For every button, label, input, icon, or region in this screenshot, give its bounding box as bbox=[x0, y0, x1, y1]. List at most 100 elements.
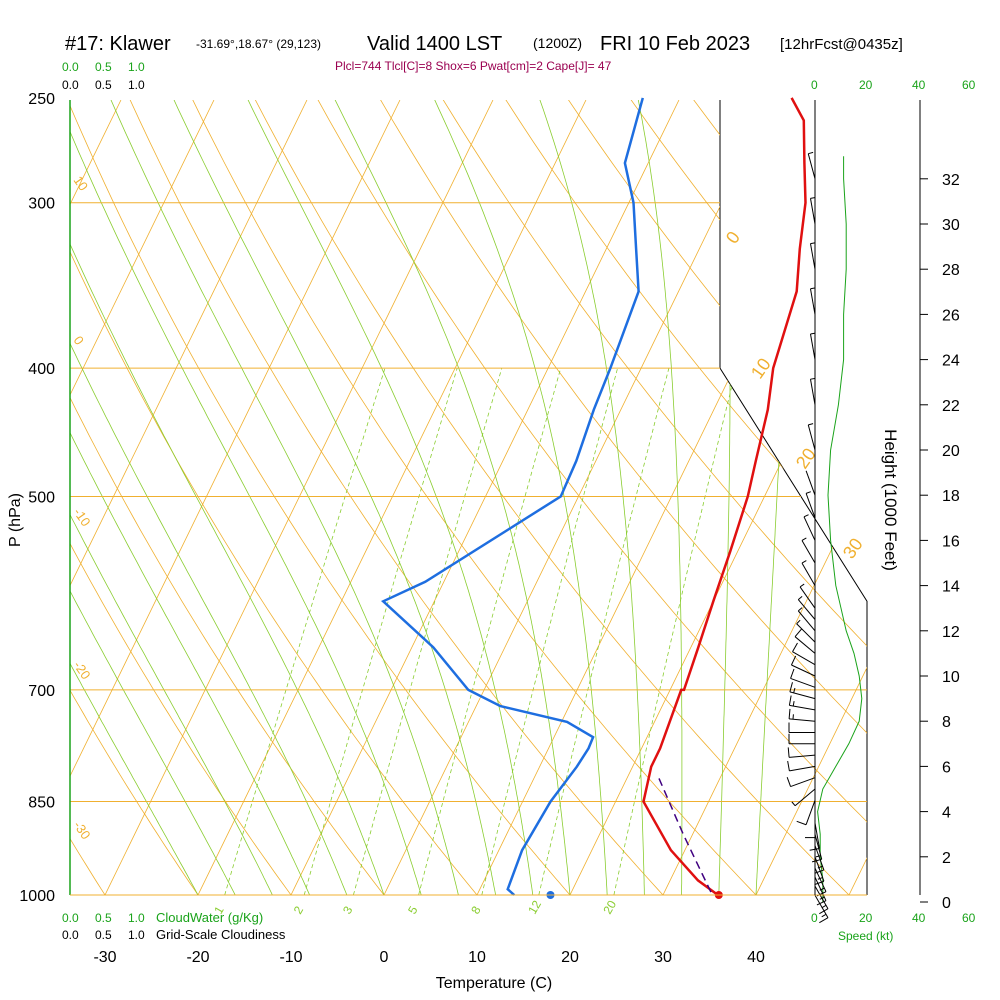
cloudiness-scale-bottom-0: 0.0 bbox=[62, 928, 79, 942]
wind-barb-flag bbox=[786, 777, 792, 787]
wind-barb-staff bbox=[807, 153, 816, 179]
isotherm-line bbox=[70, 100, 401, 895]
wind-barb bbox=[788, 722, 815, 733]
x-tick-label: 40 bbox=[747, 949, 765, 966]
cloudiness-scale-top-1: 0.5 bbox=[95, 78, 112, 92]
wind-barb bbox=[791, 788, 816, 807]
moist-adiabat-line bbox=[70, 100, 310, 895]
wind-barb-flag bbox=[794, 628, 802, 638]
wind-barb bbox=[787, 760, 816, 772]
wind-barb bbox=[797, 595, 816, 620]
wind-barb-flag bbox=[792, 701, 795, 707]
height-tick-label: 10 bbox=[942, 669, 960, 686]
y-tick-label: 400 bbox=[28, 361, 55, 378]
cloudiness-scale-bottom-2: 1.0 bbox=[128, 928, 145, 942]
wind-barb bbox=[788, 695, 816, 711]
dry-adiabat-line bbox=[70, 100, 407, 895]
wind-barb-staff bbox=[805, 470, 816, 496]
wind-barb-flag bbox=[803, 514, 809, 518]
wind-barb-staff bbox=[814, 885, 829, 909]
mixing-ratio-label: 3 bbox=[340, 903, 356, 916]
cloudwater-scale-top-0: 0.0 bbox=[62, 60, 79, 74]
wind-barb bbox=[814, 845, 825, 874]
wind-barb-staff bbox=[790, 777, 816, 788]
wind-barb-flag bbox=[819, 887, 825, 891]
moist-adiabat-line bbox=[70, 100, 199, 895]
wind-barb-flag bbox=[787, 760, 790, 772]
height-tick-label: 6 bbox=[942, 759, 951, 776]
clipped-background bbox=[70, 100, 867, 895]
wind-barb-staff bbox=[805, 493, 816, 518]
height-tick-label: 4 bbox=[942, 805, 951, 822]
sounding-parameters: Plcl=744 Tlcl[C]=8 Shox=6 Pwat[cm]=2 Cap… bbox=[335, 59, 612, 73]
wind-barb-staff bbox=[809, 379, 816, 405]
axis-tick-labels: -30 -20 -10 0 10 20 30 402503004005007008501000… bbox=[19, 91, 959, 966]
dewpoint-profile-line bbox=[380, 97, 645, 896]
dry-adiabat-line bbox=[70, 100, 218, 895]
wind-barb-flag bbox=[797, 607, 803, 612]
dry-adiabat-line bbox=[70, 100, 313, 895]
x-tick-label: -30 bbox=[93, 949, 116, 966]
wind-barb bbox=[787, 747, 816, 758]
wind-barb-staff bbox=[794, 788, 816, 807]
wind-barb-flag bbox=[821, 904, 827, 909]
y-tick-label: 1000 bbox=[19, 888, 55, 905]
wind-barb-flag bbox=[819, 896, 825, 900]
cloudiness-scale-bottom-1: 0.5 bbox=[95, 928, 112, 942]
mixing-ratio-label: 5 bbox=[405, 903, 421, 916]
x-tick-label: 30 bbox=[654, 949, 672, 966]
sounding-lines bbox=[380, 97, 807, 899]
x-tick-label: -10 bbox=[279, 949, 302, 966]
wind-barb bbox=[794, 628, 816, 654]
wind-barb-flag bbox=[789, 682, 793, 693]
wind-barb-flag bbox=[788, 708, 791, 719]
wind-barb bbox=[805, 470, 816, 496]
forecast-date: FRI 10 Feb 2023 bbox=[600, 33, 750, 55]
wind-barb bbox=[792, 642, 816, 666]
isotherm-line bbox=[755, 100, 867, 895]
dry-adiabat-line bbox=[241, 100, 867, 895]
moist-adiabat-line bbox=[70, 100, 385, 895]
wind-barb-staff bbox=[789, 754, 816, 758]
wind-barb-flag bbox=[821, 913, 827, 918]
wind-barb-flag bbox=[814, 869, 825, 874]
wind-barb bbox=[801, 560, 816, 586]
wind-barb-staff bbox=[792, 651, 816, 666]
y-tick-label: 300 bbox=[28, 196, 55, 213]
wind-barb-flag bbox=[805, 491, 811, 494]
dry-adiabat-label: 0 bbox=[71, 333, 87, 348]
x-tick-label: 0 bbox=[380, 949, 389, 966]
wind-barb-flag bbox=[796, 619, 801, 625]
wind-barb-flag bbox=[790, 668, 795, 679]
speed-label: Speed (kt) bbox=[838, 929, 893, 943]
diagram-boundary bbox=[719, 100, 868, 895]
isotherm-line bbox=[383, 100, 773, 895]
wind-barb bbox=[807, 151, 816, 179]
cloudiness-label: Grid-Scale Cloudiness bbox=[156, 927, 286, 942]
speed-tick-bottom-1: 20 bbox=[859, 911, 873, 925]
wind-barb-staff bbox=[814, 822, 821, 849]
wind-barb-flag bbox=[793, 687, 796, 694]
isotherm-line bbox=[104, 100, 494, 895]
wind-barb bbox=[799, 583, 816, 609]
isotherm-label: 0 bbox=[722, 228, 744, 248]
dry-adiabat-line bbox=[489, 100, 867, 895]
isotherm-line bbox=[197, 100, 587, 895]
wind-barb bbox=[796, 800, 816, 826]
x-axis-label: Temperature (C) bbox=[436, 975, 552, 992]
wind-barb-flag bbox=[817, 877, 823, 880]
dry-adiabat-line bbox=[70, 100, 595, 895]
dry-adiabat-label: -10 bbox=[71, 505, 94, 529]
wind-barb-staff bbox=[801, 540, 816, 564]
isotherm-line bbox=[290, 100, 680, 895]
wind-barb-flag bbox=[817, 865, 823, 869]
isotherm-line bbox=[70, 100, 308, 895]
speed-tick-bottom-2: 40 bbox=[912, 911, 926, 925]
wind-barb bbox=[789, 682, 816, 700]
wind-barb-staff bbox=[803, 516, 816, 541]
wind-barb-flag bbox=[791, 801, 796, 807]
wind-barb-flag bbox=[792, 642, 798, 652]
moist-adiabat-line bbox=[70, 100, 422, 895]
wind-barb-staff bbox=[805, 800, 816, 825]
